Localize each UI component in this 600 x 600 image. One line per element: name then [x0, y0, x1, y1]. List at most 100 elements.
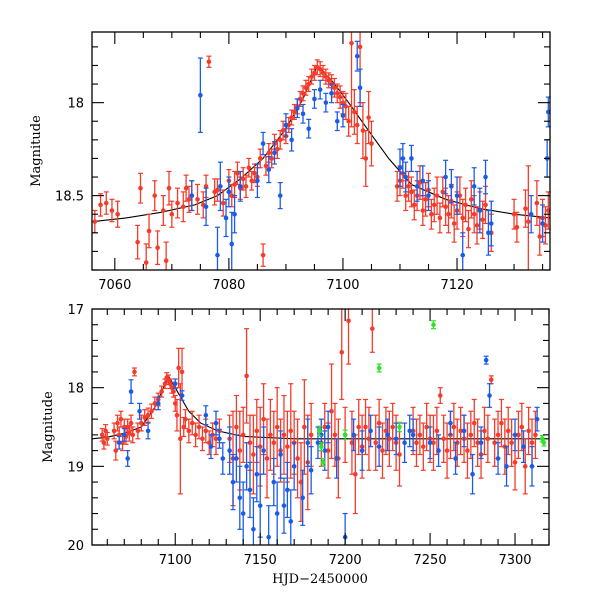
data-point [512, 418, 518, 452]
data-point [528, 195, 534, 234]
data-marker [295, 456, 300, 461]
data-point [430, 414, 436, 471]
data-point [478, 426, 484, 460]
data-marker [143, 260, 149, 265]
data-marker [309, 74, 314, 79]
data-marker [483, 357, 489, 363]
data-marker [522, 464, 528, 469]
data-marker [237, 184, 243, 189]
data-point [385, 418, 391, 452]
data-point [277, 129, 283, 150]
data-point [525, 165, 531, 270]
data-marker [451, 221, 457, 226]
data-point [193, 422, 199, 448]
data-point [266, 505, 272, 545]
data-point [436, 434, 442, 467]
data-point [329, 363, 335, 460]
data-marker [98, 202, 103, 208]
data-marker [208, 444, 214, 449]
data-point [514, 211, 520, 243]
data-marker [186, 428, 192, 434]
data-marker [471, 420, 477, 426]
data-marker [255, 178, 260, 184]
data-marker [431, 202, 437, 208]
data-point [311, 89, 317, 109]
data-point [334, 438, 340, 479]
data-marker [323, 100, 329, 105]
y-tick-label: 17 [67, 303, 84, 318]
data-marker [495, 432, 501, 438]
data-marker [444, 448, 450, 453]
data-point [356, 398, 362, 456]
data-point [354, 40, 360, 72]
data-point [443, 159, 449, 195]
data-marker [380, 448, 385, 453]
data-marker [352, 109, 357, 115]
data-marker [213, 436, 219, 442]
data-marker [385, 432, 390, 438]
data-marker [390, 424, 396, 430]
data-marker [215, 252, 220, 258]
data-marker [485, 436, 491, 442]
data-point [359, 430, 365, 471]
data-marker [275, 146, 280, 152]
data-point [176, 347, 182, 389]
data-marker [305, 440, 311, 446]
data-marker [417, 432, 423, 438]
data-point [488, 200, 494, 247]
data-marker [420, 208, 426, 213]
data-marker [402, 440, 407, 446]
data-marker [521, 444, 526, 449]
data-point [295, 418, 301, 499]
data-marker [226, 189, 232, 195]
data-marker [137, 408, 142, 414]
data-marker [234, 424, 239, 430]
data-marker [436, 448, 441, 453]
data-marker [449, 184, 454, 189]
bottom-data-points [99, 309, 547, 545]
data-marker [203, 412, 209, 418]
data-marker [249, 178, 255, 184]
data-marker [495, 456, 501, 461]
data-point [232, 195, 238, 234]
data-marker [145, 428, 151, 434]
data-point [250, 497, 256, 545]
data-point [380, 422, 386, 479]
data-marker [268, 432, 273, 438]
data-point [317, 79, 323, 100]
data-point [240, 481, 246, 545]
top-series-red [92, 32, 551, 270]
data-marker [240, 432, 246, 438]
data-marker [118, 416, 124, 422]
data-point [197, 57, 203, 134]
data-point [417, 414, 423, 456]
bottom-plot-frame [91, 308, 550, 546]
data-marker [285, 444, 290, 449]
data-marker [470, 471, 475, 477]
data-point [437, 202, 443, 234]
data-marker [499, 420, 504, 426]
data-marker [504, 464, 509, 469]
data-marker [376, 444, 382, 449]
data-marker [235, 171, 240, 176]
data-marker [423, 197, 428, 202]
data-point [283, 113, 289, 137]
data-point [308, 446, 314, 495]
y-tick-label: 20 [67, 539, 84, 554]
data-point [534, 406, 540, 432]
data-point [267, 398, 273, 471]
data-marker [409, 189, 414, 195]
data-marker [410, 432, 416, 438]
data-point [199, 426, 205, 452]
data-marker [360, 128, 366, 133]
data-marker [257, 503, 263, 508]
data-point [254, 163, 260, 199]
data-marker [155, 245, 160, 250]
x-tick-label: 7100 [159, 553, 192, 568]
data-marker [138, 420, 144, 426]
data-point [216, 428, 222, 449]
data-point [300, 469, 306, 526]
data-marker [138, 185, 143, 191]
data-point [223, 198, 229, 238]
data-marker [186, 197, 192, 202]
